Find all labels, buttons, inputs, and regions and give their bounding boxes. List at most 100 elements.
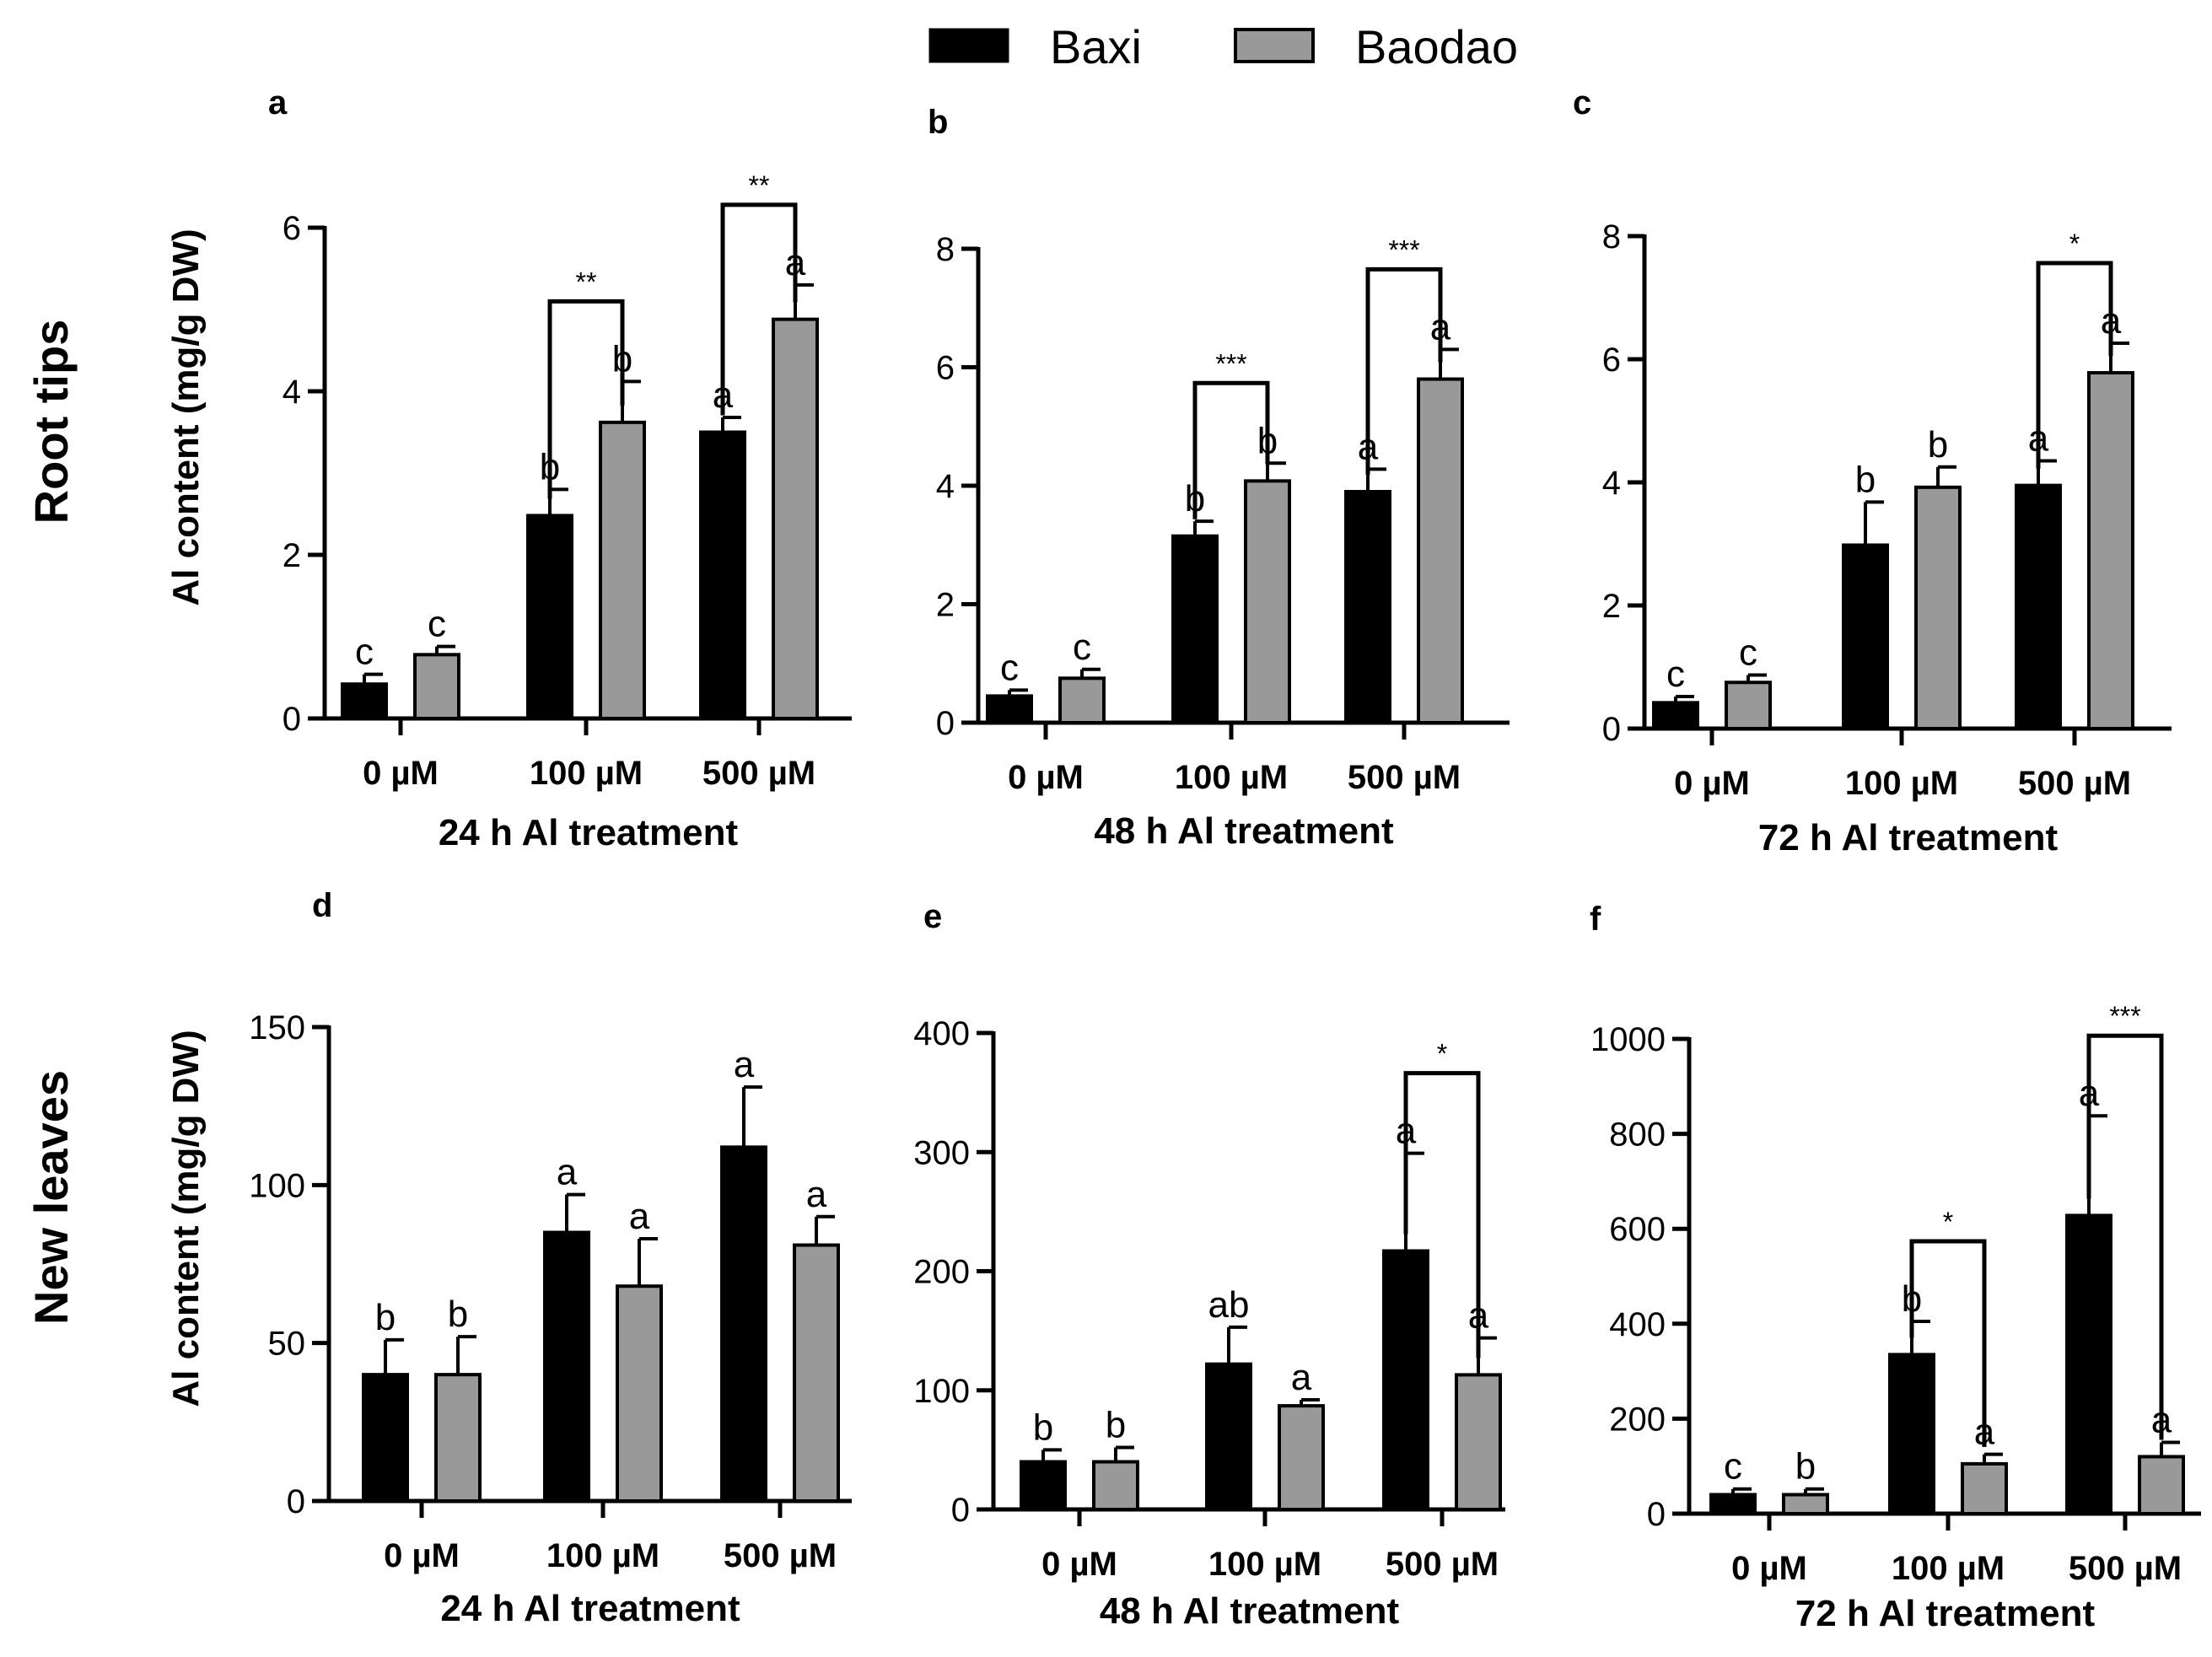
y-tick-label: 200 [913, 1254, 970, 1291]
x-axis-title: 48 h Al treatment [1094, 810, 1394, 852]
x-axis-title: 24 h Al treatment [439, 812, 739, 853]
y-tick-label: 0 [1602, 711, 1621, 748]
significance-letter: b [1106, 1405, 1126, 1446]
ylabel-new-leaves: Al content (mg/g DW) [165, 1030, 207, 1407]
panel-letter: d [312, 887, 332, 924]
x-axis-title: 24 h Al treatment [440, 1588, 740, 1629]
significance-letter: a [557, 1152, 578, 1193]
x-tick-label: 500 µM [2018, 765, 2131, 802]
y-tick-label: 6 [936, 350, 955, 387]
significance-stars: ** [749, 170, 770, 201]
y-tick-label: 0 [951, 1492, 970, 1529]
bar-baodao [2139, 1456, 2183, 1514]
y-tick-label: 0 [283, 701, 301, 738]
significance-stars: * [1437, 1039, 1447, 1069]
panel-e: e 0 100 200 300 400 0 µM 100 µM 500 µM 48 h Al tr… [913, 898, 1505, 1632]
bar-baodao [1246, 481, 1289, 723]
y-tick-label: 2 [936, 587, 955, 624]
legend-label-baodao: Baodao [1355, 20, 1518, 73]
x-tick-label: 0 µM [384, 1537, 460, 1574]
row-label-root-tips: Root tips [24, 320, 78, 525]
bar-baodao [1784, 1494, 1827, 1514]
panel-letter: a [268, 84, 288, 121]
bar-baodao [1726, 682, 1770, 729]
ylabel-root-tips: Al content (mg/g DW) [165, 229, 207, 605]
bar-baodao [1060, 678, 1104, 723]
x-tick-label: 500 µM [2069, 1550, 2182, 1587]
significance-letter: a [734, 1044, 755, 1085]
significance-letter: b [1795, 1446, 1816, 1488]
bar-baxi [342, 684, 386, 718]
panel-letter: b [928, 104, 948, 141]
bar-baxi [363, 1375, 407, 1501]
significance-letter: c [1666, 654, 1685, 695]
significance-letter: c [1073, 627, 1091, 668]
bar-baxi [1021, 1462, 1065, 1510]
significance-stars: *** [2109, 1001, 2140, 1031]
x-axis-title: 72 h Al treatment [1795, 1593, 2096, 1634]
y-tick-label: 2 [1602, 588, 1621, 625]
bar-baodao [794, 1245, 838, 1501]
bar-baxi [2067, 1215, 2111, 1514]
significance-letter: b [1855, 459, 1876, 500]
bar-baxi [528, 515, 572, 718]
y-tick-label: 8 [936, 231, 955, 268]
significance-letter: ab [1208, 1284, 1250, 1326]
y-tick-label: 0 [936, 705, 955, 742]
y-tick-label: 400 [1609, 1306, 1666, 1343]
bar-baodao [773, 320, 817, 718]
y-tick-label: 200 [1609, 1401, 1666, 1438]
x-tick-label: 0 µM [1731, 1550, 1807, 1587]
panel-f: f020040060080010000 µM 100 µM 500 µM72 h A… [1590, 901, 2201, 1634]
bar-baxi [1384, 1251, 1428, 1509]
bar-baxi [2016, 486, 2060, 729]
panel-letter: c [1573, 84, 1591, 121]
significance-letter: b [1928, 424, 1948, 465]
significance-stars: *** [1215, 348, 1246, 379]
bar-baxi [1207, 1364, 1251, 1509]
bar-baodao [600, 422, 644, 718]
y-tick-label: 600 [1609, 1211, 1666, 1248]
figure: Baxi Baodao Root tips New leaves Al cont… [0, 0, 2212, 1657]
bar-baxi [1890, 1354, 1934, 1514]
bar-baodao [415, 654, 459, 718]
bar-baxi [722, 1147, 766, 1501]
bar-baxi [1346, 492, 1390, 723]
y-tick-label: 100 [913, 1373, 970, 1410]
bar-baodao [436, 1375, 480, 1501]
y-tick-label: 8 [1602, 218, 1621, 256]
legend-swatch-baodao [1235, 30, 1313, 62]
significance-letter: c [355, 632, 374, 673]
panel-letter: e [923, 898, 942, 935]
x-tick-label: 100 µM [1892, 1550, 2005, 1587]
bar-baxi [988, 696, 1031, 723]
significance-letter: b [375, 1297, 396, 1338]
bar-baodao [1962, 1464, 2006, 1514]
legend: Baxi Baodao [930, 20, 1518, 73]
significance-stars: * [2069, 229, 2080, 259]
y-tick-label: 0 [287, 1483, 305, 1520]
x-tick-label: 500 µM [1348, 759, 1461, 796]
x-tick-label: 100 µM [1845, 765, 1958, 802]
panel-b: b 0 2 4 6 8 0 µM 100 µM 500 µM 48 h Al treatment c… [928, 104, 1510, 852]
significance-stars: ** [576, 266, 597, 297]
x-axis-title: 72 h Al treatment [1758, 817, 2059, 858]
significance-letter: b [1033, 1407, 1053, 1448]
significance-letter: a [806, 1174, 827, 1215]
legend-swatch-baxi [930, 30, 1008, 62]
significance-letter: a [629, 1196, 650, 1237]
bar-baodao [1094, 1462, 1138, 1510]
significance-letter: c [1739, 632, 1757, 673]
x-tick-label: 500 µM [702, 755, 815, 792]
y-tick-label: 100 [249, 1167, 305, 1204]
panel-d: d0501001500 µM 100 µM 500 µM24 h Al treatm… [249, 887, 852, 1629]
x-tick-label: 100 µM [546, 1537, 659, 1574]
bar-baxi [545, 1233, 589, 1501]
y-tick-label: 50 [268, 1326, 306, 1363]
row-label-new-leaves: New leaves [24, 1070, 78, 1325]
x-tick-label: 0 µM [1041, 1546, 1117, 1583]
y-tick-label: 6 [283, 210, 301, 247]
bar-baxi [1173, 536, 1217, 723]
y-tick-label: 2 [283, 537, 301, 574]
